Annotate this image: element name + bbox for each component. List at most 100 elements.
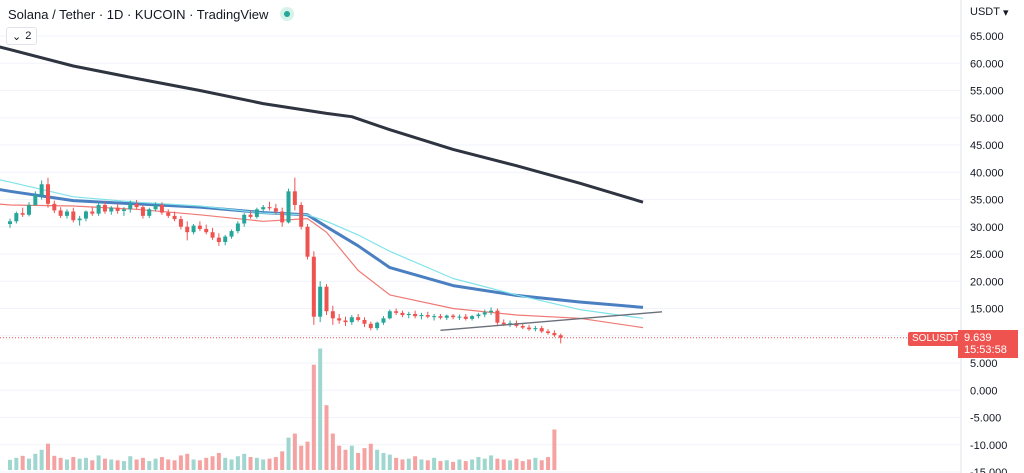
candle-body <box>470 316 475 319</box>
candle-body <box>375 322 380 329</box>
volume-bar <box>96 455 101 470</box>
candle-body <box>419 315 424 317</box>
volume-bar <box>432 457 437 470</box>
candle-body <box>463 316 468 319</box>
candle-body <box>128 203 133 210</box>
indicators-toggle-button[interactable]: ⌄ 2 <box>6 27 38 45</box>
volume-bar <box>375 449 380 470</box>
last-price-value: 9.639 <box>964 332 992 344</box>
candle-body <box>280 211 285 223</box>
candle-body <box>172 215 177 220</box>
volume-bar <box>204 457 209 470</box>
volume-bar <box>444 460 449 470</box>
price-tick-label: 50.000 <box>970 113 1004 125</box>
candle-body <box>216 237 221 243</box>
moving-average-line <box>0 188 644 309</box>
volume-bar <box>52 455 57 470</box>
candle-body <box>242 214 247 224</box>
candle-body <box>185 226 190 233</box>
candle-body <box>204 228 209 233</box>
volume-bar <box>64 459 69 470</box>
volume-bar <box>457 459 462 470</box>
volume-bar <box>71 457 76 470</box>
candle-body <box>451 315 456 318</box>
volume-bar <box>520 461 525 470</box>
market-open-icon <box>280 7 295 21</box>
price-tick-label: 55.000 <box>970 86 1004 98</box>
chart-title-bar: Solana / Tether · 1D · KUCOIN · TradingV… <box>8 5 295 23</box>
volume-bar <box>470 459 475 470</box>
volume-bar <box>394 457 399 470</box>
price-tick-label: 65.000 <box>970 31 1004 43</box>
volume-bar <box>178 455 183 470</box>
volume-bar <box>159 457 164 470</box>
candle-body <box>349 317 354 323</box>
volume-bar <box>90 460 95 470</box>
volume-bar <box>419 459 424 470</box>
indicator-count: 2 <box>25 30 32 42</box>
volume-bar <box>406 458 411 470</box>
candle-body <box>159 204 164 213</box>
volume-bar <box>343 449 348 470</box>
candle-body <box>413 313 418 317</box>
volume-bar <box>26 458 31 470</box>
symbol-tag: SOLUSDT <box>908 332 964 346</box>
price-tick-label: 60.000 <box>970 58 1004 70</box>
candle-body <box>197 225 202 229</box>
volume-bar <box>318 348 323 470</box>
volume-bar <box>153 458 158 470</box>
volume-bar <box>8 459 12 470</box>
candle-body <box>457 316 462 318</box>
chevron-down-icon: ⌄ <box>12 30 22 43</box>
volume-bar <box>140 457 145 470</box>
candle-body <box>438 316 443 318</box>
volume-bar <box>292 433 297 470</box>
trendline-drawing[interactable] <box>440 311 663 331</box>
bar-countdown: 15:53:58 <box>964 344 1007 356</box>
volume-bar <box>20 455 25 470</box>
volume-bar <box>14 457 19 470</box>
moving-average-line <box>0 179 644 319</box>
volume-bar <box>102 458 107 470</box>
candle-body <box>558 335 563 338</box>
price-tick-label: 35.000 <box>970 195 1004 207</box>
candle-body <box>311 256 316 317</box>
price-tick-label: 30.000 <box>970 222 1004 234</box>
price-tick-label: 0.000 <box>970 385 998 397</box>
volume-bar <box>147 461 152 470</box>
volume-bar <box>425 460 430 470</box>
volume-bar <box>33 453 38 470</box>
volume-bar <box>527 459 532 470</box>
volume-bar <box>77 458 82 470</box>
candle-body <box>52 203 57 211</box>
volume-bar <box>337 445 342 470</box>
price-tick-label: -10.000 <box>970 440 1007 452</box>
candle-body <box>58 210 63 216</box>
volume-bar <box>489 455 494 470</box>
candle-body <box>444 315 449 318</box>
candle-body <box>77 218 82 221</box>
caret-down-icon: ▾ <box>1002 6 1009 19</box>
price-tick-label: 45.000 <box>970 140 1004 152</box>
price-tick-label: 15.000 <box>970 304 1004 316</box>
candle-body <box>546 331 551 334</box>
moving-averages <box>0 45 644 329</box>
volume-bar <box>172 460 177 470</box>
candle-body <box>286 191 291 223</box>
candle-body <box>20 213 25 215</box>
candle-body <box>318 286 323 317</box>
volume-bar <box>533 457 538 470</box>
candle-body <box>400 312 405 316</box>
candle-body <box>508 323 513 325</box>
volume-bar <box>311 364 316 470</box>
volume-bar <box>248 457 253 470</box>
candle-body <box>368 323 373 329</box>
currency-selector[interactable]: USDT ▾ <box>970 4 1008 20</box>
volume-bar <box>109 459 114 470</box>
candle-body <box>356 317 361 320</box>
candle-body <box>235 223 240 232</box>
candle-body <box>178 219 183 227</box>
price-axis[interactable]: 65.000 60.000 55.000 50.000 45.000 40.000 35.0… <box>970 31 1007 473</box>
volume-bar <box>451 461 456 470</box>
